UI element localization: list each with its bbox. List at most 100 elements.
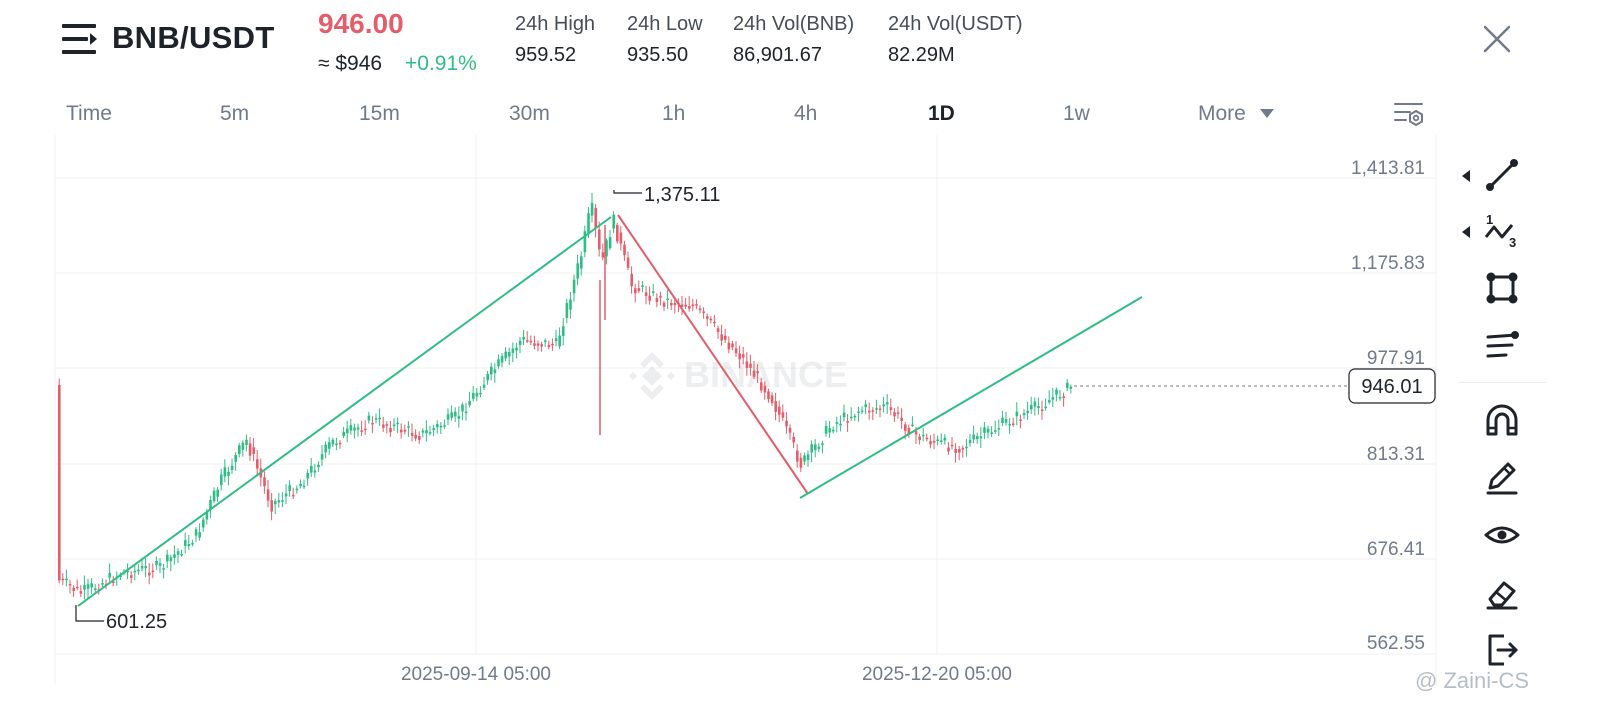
candle bbox=[335, 443, 338, 445]
price-chart[interactable]: BINANCE 1,375.11 601.25 946.01 1,413.81 … bbox=[0, 135, 1460, 695]
candle bbox=[731, 343, 734, 348]
exit-icon bbox=[1488, 634, 1518, 666]
candle bbox=[457, 416, 461, 419]
tab-15m[interactable]: 15m bbox=[359, 102, 400, 125]
pencil-tool[interactable] bbox=[1482, 458, 1522, 498]
candle bbox=[497, 359, 500, 367]
candle bbox=[544, 340, 547, 342]
tab-1d[interactable]: 1D bbox=[928, 102, 955, 125]
tab-5m[interactable]: 5m bbox=[220, 102, 250, 125]
candle bbox=[140, 566, 144, 569]
candle bbox=[101, 583, 104, 585]
candle bbox=[889, 407, 893, 410]
candle bbox=[878, 408, 882, 411]
chart-settings-icon[interactable] bbox=[1392, 98, 1426, 130]
candle bbox=[367, 415, 371, 421]
trend-line-icon bbox=[1486, 159, 1518, 191]
candle bbox=[241, 442, 245, 450]
candle bbox=[922, 434, 925, 437]
candle bbox=[720, 334, 723, 341]
candle bbox=[68, 584, 72, 586]
candle bbox=[853, 415, 857, 418]
trend-line-ascending[interactable] bbox=[77, 216, 612, 607]
candle bbox=[630, 273, 633, 287]
magnet-tool[interactable] bbox=[1482, 400, 1522, 440]
candle bbox=[648, 295, 651, 301]
tab-30m[interactable]: 30m bbox=[509, 102, 550, 125]
tab-time[interactable]: Time bbox=[66, 102, 112, 125]
trend-line-descending[interactable] bbox=[617, 214, 809, 495]
exit-tool[interactable] bbox=[1482, 630, 1522, 670]
expand-arrow-icon[interactable] bbox=[1462, 170, 1470, 182]
candle bbox=[317, 464, 320, 468]
candle bbox=[605, 240, 608, 257]
candle bbox=[997, 428, 1001, 430]
candle bbox=[803, 455, 806, 462]
candle bbox=[508, 351, 511, 357]
candle bbox=[950, 444, 954, 447]
candle bbox=[436, 424, 439, 428]
candle bbox=[191, 543, 194, 545]
visibility-tool[interactable] bbox=[1482, 515, 1522, 555]
candle bbox=[119, 575, 122, 578]
candle bbox=[198, 532, 201, 538]
candle bbox=[270, 500, 273, 512]
change-percent: +0.91% bbox=[405, 52, 477, 75]
candle bbox=[734, 348, 738, 354]
candle bbox=[1008, 424, 1011, 426]
candle bbox=[518, 340, 522, 346]
candle bbox=[698, 308, 702, 311]
chevron-down-icon[interactable] bbox=[1260, 109, 1274, 118]
candle bbox=[414, 434, 417, 439]
menu-icon[interactable] bbox=[62, 24, 97, 54]
candle bbox=[965, 446, 968, 449]
candles-layer bbox=[58, 193, 1073, 600]
candle bbox=[482, 384, 486, 388]
candle bbox=[1019, 419, 1022, 421]
trend-line-support[interactable] bbox=[799, 296, 1143, 499]
candle bbox=[533, 343, 536, 346]
candle bbox=[911, 424, 914, 427]
candle bbox=[490, 366, 493, 375]
candle bbox=[688, 306, 691, 309]
shape-tool[interactable] bbox=[1482, 268, 1522, 308]
candle bbox=[389, 427, 392, 433]
eraser-tool[interactable] bbox=[1482, 573, 1522, 613]
candle bbox=[1012, 423, 1015, 425]
candle bbox=[749, 363, 752, 368]
candle bbox=[306, 472, 309, 479]
candle bbox=[360, 430, 363, 432]
candle bbox=[954, 448, 957, 453]
candle bbox=[774, 401, 777, 412]
candle bbox=[839, 423, 842, 426]
candle bbox=[400, 429, 403, 433]
candle bbox=[871, 410, 875, 412]
pair-title[interactable]: BNB/USDT bbox=[112, 20, 275, 55]
candle bbox=[443, 425, 446, 427]
candle bbox=[857, 411, 860, 414]
tab-1h[interactable]: 1h bbox=[662, 102, 686, 125]
tab-more[interactable]: More bbox=[1198, 102, 1246, 125]
candle bbox=[396, 422, 399, 425]
fibonacci-tool[interactable]: 1 3 bbox=[1462, 211, 1522, 251]
candle bbox=[598, 229, 601, 250]
y-tick-label: 1,175.83 bbox=[1351, 253, 1425, 274]
tab-4h[interactable]: 4h bbox=[794, 102, 818, 125]
tab-1w[interactable]: 1w bbox=[1063, 102, 1090, 125]
candle bbox=[932, 440, 936, 443]
candle bbox=[1026, 410, 1029, 414]
candle bbox=[86, 584, 90, 589]
candle bbox=[796, 450, 799, 462]
candle bbox=[943, 437, 947, 441]
trend-line-tool[interactable] bbox=[1462, 155, 1522, 195]
expand-arrow-icon[interactable] bbox=[1462, 226, 1470, 238]
candle bbox=[634, 288, 637, 294]
candle bbox=[587, 213, 590, 235]
candle bbox=[616, 224, 619, 242]
candle bbox=[580, 256, 583, 269]
candle bbox=[356, 427, 360, 430]
close-icon[interactable] bbox=[1480, 22, 1514, 56]
parallel-lines-tool[interactable] bbox=[1482, 325, 1522, 365]
candle bbox=[331, 439, 335, 445]
candle bbox=[792, 436, 795, 443]
